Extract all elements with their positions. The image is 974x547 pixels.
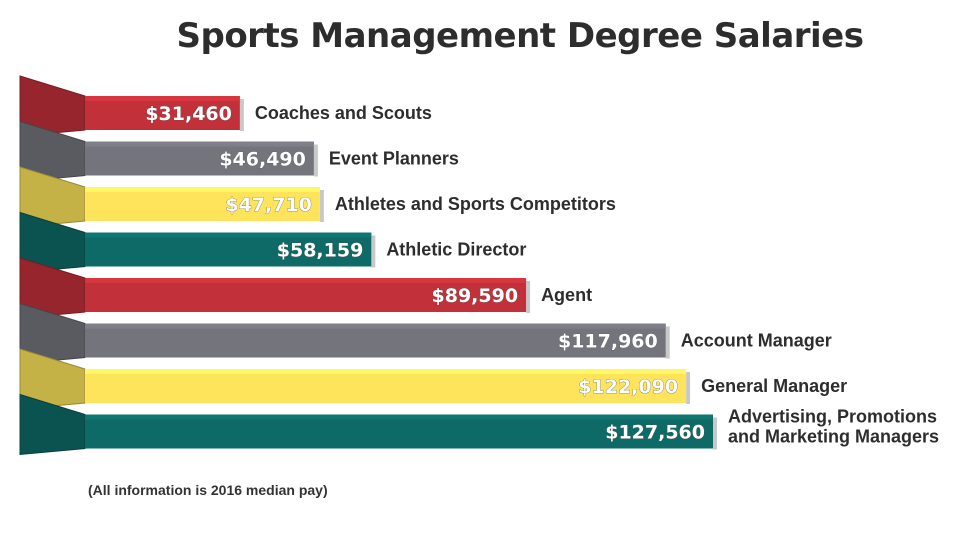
bar-shadow [713, 417, 717, 450]
bar [85, 414, 713, 449]
bar [85, 369, 687, 403]
bar-shadow [526, 281, 531, 313]
bar [85, 187, 320, 221]
bar-highlight [85, 96, 240, 101]
value-label: $46,490 [219, 149, 306, 171]
value-label: $58,159 [277, 240, 364, 262]
category-label: Agent [541, 285, 592, 305]
bar-highlight [85, 278, 527, 283]
bar-shadow [313, 144, 318, 177]
category-label: Account Manager [681, 331, 832, 351]
value-label: $89,590 [432, 285, 519, 307]
value-label: $47,710 [225, 194, 312, 216]
category-label: Athletic Director [386, 240, 526, 260]
bar [85, 141, 314, 176]
bar-highlight [85, 232, 372, 238]
value-label: $117,960 [558, 331, 658, 353]
category-label: General Manager [701, 376, 847, 396]
bar-highlight [85, 369, 687, 374]
chart-title: Sports Management Degree Salaries [176, 16, 864, 56]
category-label: Event Planners [329, 149, 459, 169]
bar-shadow [371, 235, 376, 268]
bar [85, 96, 240, 130]
bar-highlight [85, 141, 314, 147]
bar-shadow [239, 99, 244, 131]
bar [85, 232, 372, 267]
bar-highlight [85, 323, 666, 329]
category-label: Athletes and Sports Competitors [335, 194, 616, 214]
category-label: Coaches and Scouts [255, 103, 432, 123]
value-label: $31,460 [145, 103, 232, 125]
value-label: $122,090 [578, 376, 678, 398]
bar-highlight [85, 187, 320, 192]
bar [85, 323, 666, 358]
bar-shadow [319, 190, 324, 222]
bar [85, 278, 527, 312]
bar-shadow [665, 326, 670, 359]
footnote: (All information is 2016 median pay) [88, 482, 328, 498]
bar-shadow [686, 372, 691, 404]
bar-highlight [85, 414, 713, 420]
category-label: Advertising, Promotions and Marketing Man… [728, 407, 939, 447]
value-label: $127,560 [605, 422, 705, 444]
